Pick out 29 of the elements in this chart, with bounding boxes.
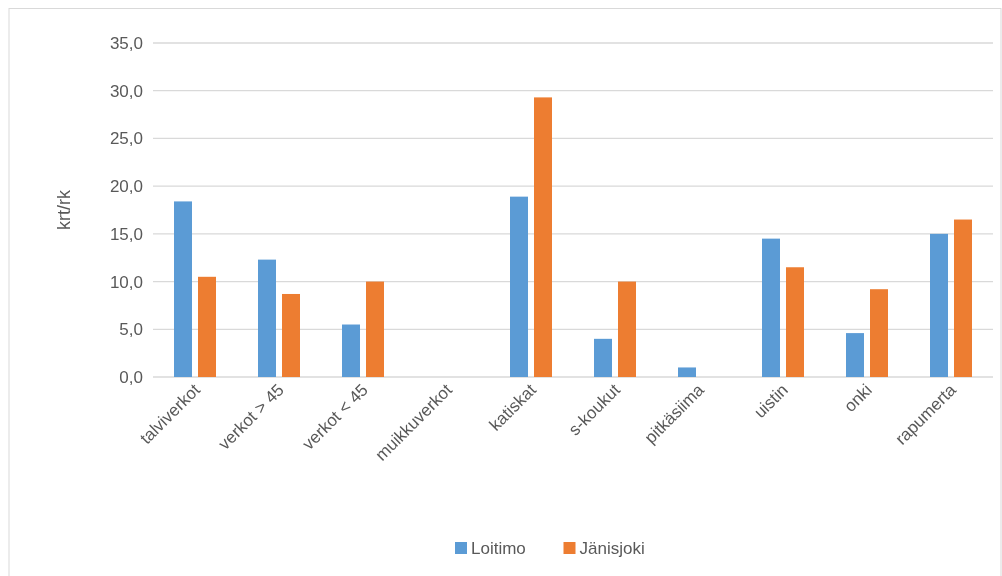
bar bbox=[762, 238, 780, 377]
legend-label: Jänisjoki bbox=[579, 538, 645, 558]
bar bbox=[930, 233, 948, 377]
y-tick-label: 35,0 bbox=[109, 33, 143, 53]
bar bbox=[534, 97, 552, 377]
y-tick-label: 25,0 bbox=[109, 129, 143, 149]
bar bbox=[954, 219, 972, 377]
bar bbox=[870, 289, 888, 377]
y-tick-label: 5,0 bbox=[119, 320, 143, 340]
bar bbox=[258, 259, 276, 377]
y-axis-title: krt/rk bbox=[54, 189, 74, 230]
x-tick-label: onki bbox=[840, 380, 876, 416]
bar bbox=[174, 201, 192, 377]
bar bbox=[618, 281, 636, 377]
y-tick-label: 20,0 bbox=[109, 177, 143, 197]
bar bbox=[342, 324, 360, 377]
bar bbox=[846, 333, 864, 377]
y-tick-label: 0,0 bbox=[119, 367, 143, 387]
bar bbox=[786, 267, 804, 377]
y-tick-label: 10,0 bbox=[109, 272, 143, 292]
y-tick-label: 30,0 bbox=[109, 81, 143, 101]
bar bbox=[366, 281, 384, 377]
legend-label: Loitimo bbox=[471, 538, 526, 558]
bar bbox=[282, 293, 300, 377]
bar bbox=[594, 338, 612, 377]
bar bbox=[678, 367, 696, 377]
bar bbox=[510, 196, 528, 377]
bar bbox=[198, 276, 216, 377]
y-tick-label: 15,0 bbox=[109, 224, 143, 244]
